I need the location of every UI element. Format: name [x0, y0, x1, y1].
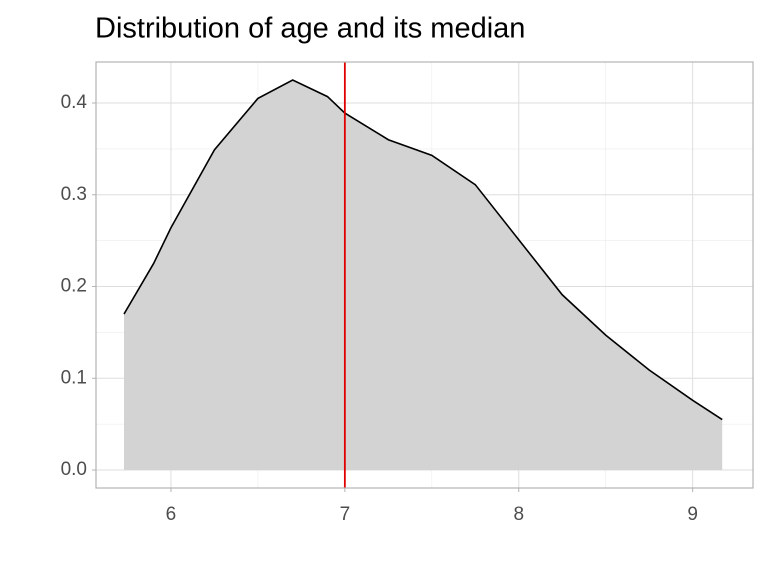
y-tick-label: 0.3 [61, 184, 87, 205]
chart-title: Distribution of age and its median [95, 13, 525, 45]
x-tick-label: 7 [340, 504, 351, 525]
x-tick-label: 8 [513, 504, 524, 525]
panel-border [95, 61, 754, 489]
y-tick-label: 0.2 [61, 276, 87, 297]
x-tick-label: 9 [687, 504, 698, 525]
y-tick-label: 0.0 [61, 459, 87, 480]
y-tick-label: 0.1 [61, 367, 87, 388]
density-line [123, 79, 723, 421]
y-tick-label: 0.4 [61, 92, 88, 113]
x-tick-label: 6 [166, 504, 177, 525]
density-area [123, 80, 723, 471]
